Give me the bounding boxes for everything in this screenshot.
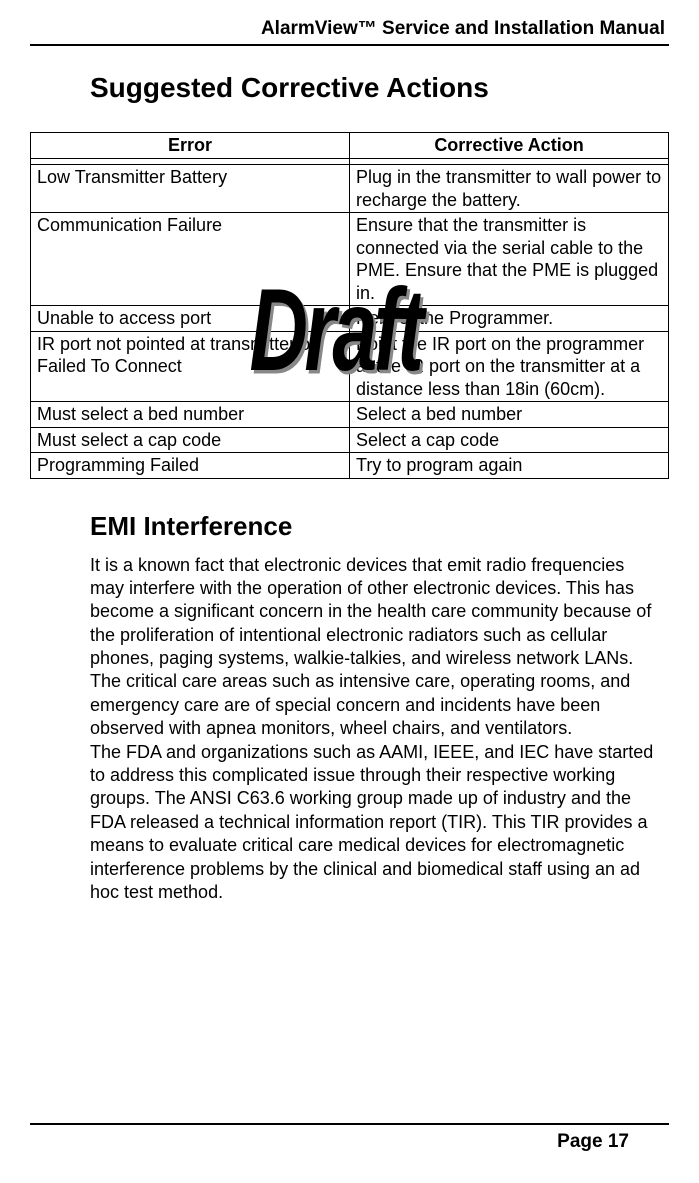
header-title: AlarmView™ Service and Installation Manu… (30, 18, 669, 40)
page-number: Page 17 (30, 1131, 669, 1153)
emi-paragraph-1: It is a known fact that electronic devic… (90, 554, 661, 741)
header-rule (30, 44, 669, 46)
section-heading-corrective: Suggested Corrective Actions (90, 72, 669, 104)
table-header-error: Error (31, 133, 350, 159)
emi-paragraph-2: The FDA and organizations such as AAMI, … (90, 741, 661, 905)
table-header-action: Corrective Action (350, 133, 669, 159)
table-row: Communication Failure Ensure that the tr… (31, 213, 669, 306)
table-row: Must select a cap code Select a cap code (31, 427, 669, 453)
table-cell-action: Ensure that the transmitter is connected… (350, 213, 669, 306)
section-heading-emi: EMI Interference (90, 511, 669, 542)
table-cell-error: IR port not pointed at transmitter or Fa… (31, 331, 350, 402)
table-cell-action: Select a bed number (350, 402, 669, 428)
corrective-actions-table: Error Corrective Action Low Transmitter … (30, 132, 669, 479)
table-row: Must select a bed number Select a bed nu… (31, 402, 669, 428)
table-cell-action: Plug in the transmitter to wall power to… (350, 165, 669, 213)
table-row: Unable to access port Reboot the Program… (31, 306, 669, 332)
footer-rule (30, 1123, 669, 1125)
table-cell-error: Low Transmitter Battery (31, 165, 350, 213)
table-cell-error: Must select a cap code (31, 427, 350, 453)
table-row: Low Transmitter Battery Plug in the tran… (31, 165, 669, 213)
footer: Page 17 (30, 1123, 669, 1153)
table-row: Programming Failed Try to program again (31, 453, 669, 479)
table-row: IR port not pointed at transmitter or Fa… (31, 331, 669, 402)
table-cell-error: Programming Failed (31, 453, 350, 479)
table-cell-error: Unable to access port (31, 306, 350, 332)
table-header-row: Error Corrective Action (31, 133, 669, 159)
table-cell-error: Must select a bed number (31, 402, 350, 428)
table-cell-action: Select a cap code (350, 427, 669, 453)
table-cell-action: Reboot the Programmer. (350, 306, 669, 332)
table-cell-action: Try to program again (350, 453, 669, 479)
table-cell-action: Point the IR port on the programmer at t… (350, 331, 669, 402)
table-cell-error: Communication Failure (31, 213, 350, 306)
